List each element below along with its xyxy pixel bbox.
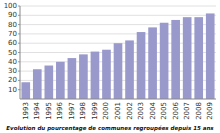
- x-tick-label: 2000: [102, 102, 110, 120]
- x-axis: [20, 99, 216, 100]
- bar: [56, 62, 65, 99]
- chart: 10 20304050 607080 90100 19931994 19951996 199…: [0, 0, 220, 133]
- y-tick-label: 80: [8, 21, 17, 29]
- y-tick-label: 90: [8, 11, 17, 19]
- y-tick-label: 40: [8, 58, 17, 66]
- y-tick-label: 20: [8, 76, 17, 84]
- y-tick-label: 100: [4, 2, 17, 10]
- bar: [114, 43, 123, 99]
- bar: [183, 17, 192, 99]
- x-tick-label: 2002: [126, 102, 134, 120]
- grid-line: [20, 6, 216, 7]
- bar: [102, 50, 111, 99]
- x-tick-label: 1997: [68, 102, 76, 120]
- grid-line: [20, 15, 216, 16]
- bar: [79, 54, 88, 99]
- x-tick-label: 2001: [114, 102, 122, 120]
- x-tick-label: 1996: [56, 101, 64, 119]
- bar: [125, 40, 134, 99]
- bar: [148, 27, 157, 99]
- title: Evolution du pourcentage de communes reg…: [6, 125, 214, 132]
- x-tick-label: 2008: [195, 102, 203, 120]
- x-tick-label: 2005: [160, 102, 168, 120]
- bar: [21, 82, 30, 99]
- y-tick-label: 30: [8, 67, 17, 75]
- y-tick-label: 70: [8, 30, 17, 38]
- bar: [171, 20, 180, 99]
- x-tick-label: 2007: [183, 102, 191, 120]
- y-tick-label: 10: [8, 86, 17, 94]
- x-tick-label: 1999: [91, 102, 99, 120]
- x-tick-label: 2003: [137, 102, 145, 120]
- bar: [137, 32, 146, 99]
- x-tick-label: 1995: [45, 102, 53, 120]
- bar: [194, 17, 203, 99]
- x-tick-label: 2006: [172, 101, 180, 119]
- bar: [33, 69, 42, 99]
- x-tick-label: 1993: [22, 102, 30, 120]
- y-tick-label: 50: [8, 49, 17, 57]
- x-tick-label: 2004: [149, 101, 157, 119]
- bar: [68, 58, 77, 99]
- x-tick-label: 2009: [206, 102, 214, 120]
- y-axis: [20, 6, 21, 99]
- x-tick-label: 1998: [79, 102, 87, 120]
- x-tick-label: 1994: [33, 101, 41, 119]
- bar: [160, 23, 169, 99]
- bar: [91, 52, 100, 99]
- y-tick-label: 60: [8, 39, 17, 47]
- bar: [206, 13, 215, 99]
- bar: [45, 66, 54, 99]
- bars: [21, 13, 214, 99]
